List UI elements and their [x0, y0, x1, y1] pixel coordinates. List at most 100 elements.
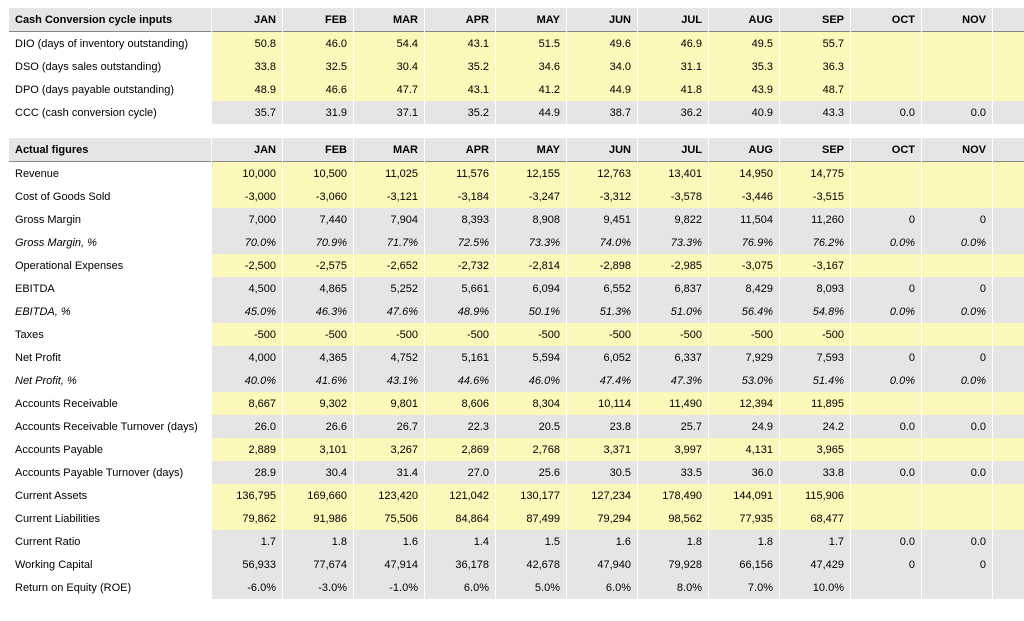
month-header: FEB: [283, 138, 353, 162]
cell: 4,000: [212, 346, 282, 369]
cell: 7.0%: [709, 576, 779, 599]
cell: [993, 576, 1024, 599]
cell: 1.6: [567, 530, 637, 553]
month-header: DEC: [993, 8, 1024, 32]
cell: 40.9: [709, 101, 779, 124]
cell: [922, 323, 992, 346]
month-header: JUL: [638, 138, 708, 162]
month-header: APR: [425, 138, 495, 162]
cell: 6,094: [496, 277, 566, 300]
cell: 51.4%: [780, 369, 850, 392]
row-label: DPO (days payable outstanding): [9, 78, 211, 101]
cell: 9,302: [283, 392, 353, 415]
cell: 73.3%: [638, 231, 708, 254]
cell: 76.9%: [709, 231, 779, 254]
cell: 71.7%: [354, 231, 424, 254]
cell: 6,052: [567, 346, 637, 369]
cell: 10.0%: [780, 576, 850, 599]
row-label: CCC (cash conversion cycle): [9, 101, 211, 124]
cell: 0.0: [993, 461, 1024, 484]
cell: 13,401: [638, 162, 708, 185]
cell: 1.8: [283, 530, 353, 553]
cell: 5,594: [496, 346, 566, 369]
row-label: DSO (days sales outstanding): [9, 55, 211, 78]
cell: 0.0%: [851, 231, 921, 254]
cell: -500: [283, 323, 353, 346]
cell: 43.9: [709, 78, 779, 101]
financial-report: Cash Conversion cycle inputsJANFEBMARAPR…: [8, 8, 1016, 599]
cell: 0.0: [993, 415, 1024, 438]
month-header: FEB: [283, 8, 353, 32]
cell: 8,667: [212, 392, 282, 415]
cell: 46.6: [283, 78, 353, 101]
cell: 47,940: [567, 553, 637, 576]
cell: 45.0%: [212, 300, 282, 323]
cell: [922, 32, 992, 55]
cell: -500: [496, 323, 566, 346]
cell: 11,576: [425, 162, 495, 185]
cell: [922, 576, 992, 599]
cell: 33.5: [638, 461, 708, 484]
cell: -500: [425, 323, 495, 346]
cell: 1.7: [780, 530, 850, 553]
cell: 20.5: [496, 415, 566, 438]
cell: 0: [851, 553, 921, 576]
cell: 47.6%: [354, 300, 424, 323]
cell: -500: [212, 323, 282, 346]
cell: -500: [567, 323, 637, 346]
table-row: CCC (cash conversion cycle)35.731.937.13…: [9, 101, 1024, 124]
table-row: DIO (days of inventory outstanding)50.84…: [9, 32, 1024, 55]
cell: [993, 484, 1024, 507]
cell: [922, 162, 992, 185]
cell: 73.3%: [496, 231, 566, 254]
cell: 24.2: [780, 415, 850, 438]
cell: -3,060: [283, 185, 353, 208]
cell: 11,490: [638, 392, 708, 415]
cell: 0.0: [922, 461, 992, 484]
month-header: AUG: [709, 8, 779, 32]
row-label: Taxes: [9, 323, 211, 346]
cell: [851, 55, 921, 78]
cell: 26.0: [212, 415, 282, 438]
cell: -2,652: [354, 254, 424, 277]
cell: 31.1: [638, 55, 708, 78]
cell: 9,451: [567, 208, 637, 231]
cell: 79,928: [638, 553, 708, 576]
cell: 35.2: [425, 55, 495, 78]
cell: 169,660: [283, 484, 353, 507]
cell: 123,420: [354, 484, 424, 507]
table-row: Current Ratio1.71.81.61.41.51.61.81.81.7…: [9, 530, 1024, 553]
table-row: Accounts Receivable Turnover (days)26.0 2…: [9, 415, 1024, 438]
row-label: Gross Margin, %: [9, 231, 211, 254]
cell: -3,247: [496, 185, 566, 208]
cell: 0.0%: [993, 300, 1024, 323]
row-label: Net Profit: [9, 346, 211, 369]
cell: 44.6%: [425, 369, 495, 392]
cell: 4,865: [283, 277, 353, 300]
cell: 5,161: [425, 346, 495, 369]
cell: 8,393: [425, 208, 495, 231]
cell: 3,997: [638, 438, 708, 461]
cell: 68,477: [780, 507, 850, 530]
cell: 32.5: [283, 55, 353, 78]
cell: [922, 438, 992, 461]
table-title: Actual figures: [9, 138, 211, 162]
cell: -3,184: [425, 185, 495, 208]
table-row: Current Liabilities79,86291,98675,50684,…: [9, 507, 1024, 530]
row-label: Cost of Goods Sold: [9, 185, 211, 208]
cell: 46.3%: [283, 300, 353, 323]
month-header: NOV: [922, 8, 992, 32]
cell: [993, 438, 1024, 461]
cell: 43.3: [780, 101, 850, 124]
row-label: Accounts Receivable Turnover (days): [9, 415, 211, 438]
cell: 98,562: [638, 507, 708, 530]
cell: 8,606: [425, 392, 495, 415]
cell: 6,837: [638, 277, 708, 300]
cell: 87,499: [496, 507, 566, 530]
cell: -2,500: [212, 254, 282, 277]
cell: 77,674: [283, 553, 353, 576]
row-label: Current Ratio: [9, 530, 211, 553]
cell: 38.7: [567, 101, 637, 124]
cell: 127,234: [567, 484, 637, 507]
row-label: Revenue: [9, 162, 211, 185]
